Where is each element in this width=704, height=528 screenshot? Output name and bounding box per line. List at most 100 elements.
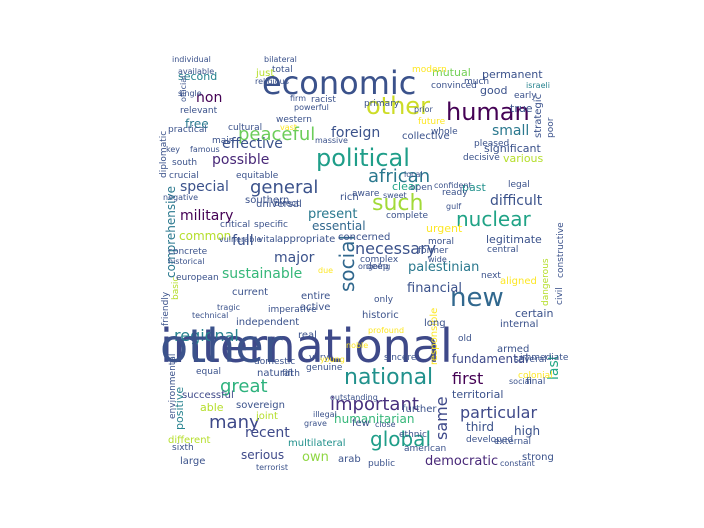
word: final xyxy=(526,377,545,387)
word: future xyxy=(418,117,446,127)
word: developed xyxy=(466,435,513,445)
word: profound xyxy=(368,326,404,335)
word: national xyxy=(344,365,433,390)
word: due xyxy=(318,266,333,275)
word: vital xyxy=(258,235,277,245)
word: central xyxy=(487,245,518,255)
word: primary xyxy=(364,99,400,109)
word: good xyxy=(480,84,507,97)
word: ethnic xyxy=(399,430,427,440)
word: foreign xyxy=(331,125,380,141)
word: complete xyxy=(386,211,429,221)
word: appropriate xyxy=(277,234,335,245)
word: old xyxy=(458,334,472,344)
word: humanitarian xyxy=(334,412,414,426)
word: rich xyxy=(340,192,359,203)
word: vulnerable xyxy=(219,235,262,244)
word: specific xyxy=(254,220,288,230)
word: terrorist xyxy=(256,463,288,472)
word: arab xyxy=(338,454,361,465)
word: grave xyxy=(304,419,327,428)
word: regional xyxy=(174,326,239,345)
word: confident xyxy=(434,181,472,190)
word: deep xyxy=(366,262,389,272)
word: external xyxy=(494,437,531,447)
word: religious xyxy=(255,77,289,86)
word: past xyxy=(462,181,486,194)
word: main xyxy=(212,136,235,146)
word: particular xyxy=(460,403,537,422)
word: official xyxy=(179,76,188,102)
word: democratic xyxy=(425,454,498,469)
word: much xyxy=(464,77,489,87)
word: western xyxy=(276,115,312,125)
word: practical xyxy=(168,125,207,135)
word: necessary xyxy=(355,239,436,258)
word: legal xyxy=(508,180,530,190)
word: historical xyxy=(168,257,205,266)
word: non xyxy=(196,90,222,106)
word: technical xyxy=(192,311,228,320)
word: open xyxy=(410,183,432,193)
word: urgent xyxy=(426,222,463,235)
word: prior xyxy=(414,105,433,114)
word: long xyxy=(424,318,446,329)
word: individual xyxy=(172,55,211,64)
word: crucial xyxy=(169,171,199,181)
word: comprehensive xyxy=(164,186,178,278)
word: sustainable xyxy=(222,266,302,282)
word: international xyxy=(160,319,453,373)
word: general xyxy=(250,177,318,198)
word: independent xyxy=(236,317,299,328)
word: dangerous xyxy=(541,258,551,306)
word: local xyxy=(404,170,423,179)
word: famous xyxy=(190,145,220,154)
word: strong xyxy=(522,452,554,463)
word: illegal xyxy=(313,410,337,419)
word: real xyxy=(298,330,317,341)
word: pleased xyxy=(474,139,509,149)
word: modern xyxy=(412,65,447,75)
word: global xyxy=(370,427,431,451)
word: great xyxy=(220,376,268,397)
word: such xyxy=(372,191,423,216)
word: european xyxy=(176,273,219,283)
word: internal xyxy=(500,319,538,330)
word: relevant xyxy=(180,106,218,116)
word: same xyxy=(432,396,451,440)
word: multilateral xyxy=(288,438,346,449)
word: full xyxy=(232,233,254,249)
word: strategic xyxy=(533,94,544,138)
word: economic xyxy=(262,64,416,102)
word: essential xyxy=(312,219,366,233)
word: next xyxy=(481,271,501,281)
word: entire xyxy=(301,291,330,302)
word: only xyxy=(374,295,394,305)
word: own xyxy=(302,450,329,465)
word: poor xyxy=(546,117,556,138)
word: bilateral xyxy=(264,55,297,64)
word: sovereign xyxy=(236,400,285,411)
word: territorial xyxy=(452,388,503,401)
word: environmental xyxy=(168,354,178,419)
word: cultural xyxy=(228,123,262,133)
word: total xyxy=(272,65,293,75)
word: military xyxy=(180,208,233,224)
word: complex xyxy=(360,255,399,265)
word: certain xyxy=(515,307,553,320)
word: american xyxy=(404,444,446,454)
word: tragic xyxy=(217,303,240,312)
word: basic xyxy=(171,277,181,300)
word: armed xyxy=(497,344,529,355)
word: peaceful xyxy=(238,124,315,145)
word: clear xyxy=(392,180,420,193)
word: possible xyxy=(212,152,269,168)
word: whole xyxy=(431,127,458,137)
word: sincere xyxy=(384,353,417,363)
word: imperative xyxy=(268,305,317,315)
word: few xyxy=(352,418,370,429)
word: universal xyxy=(256,199,302,210)
word: positive xyxy=(173,387,186,430)
word: key xyxy=(166,145,180,154)
